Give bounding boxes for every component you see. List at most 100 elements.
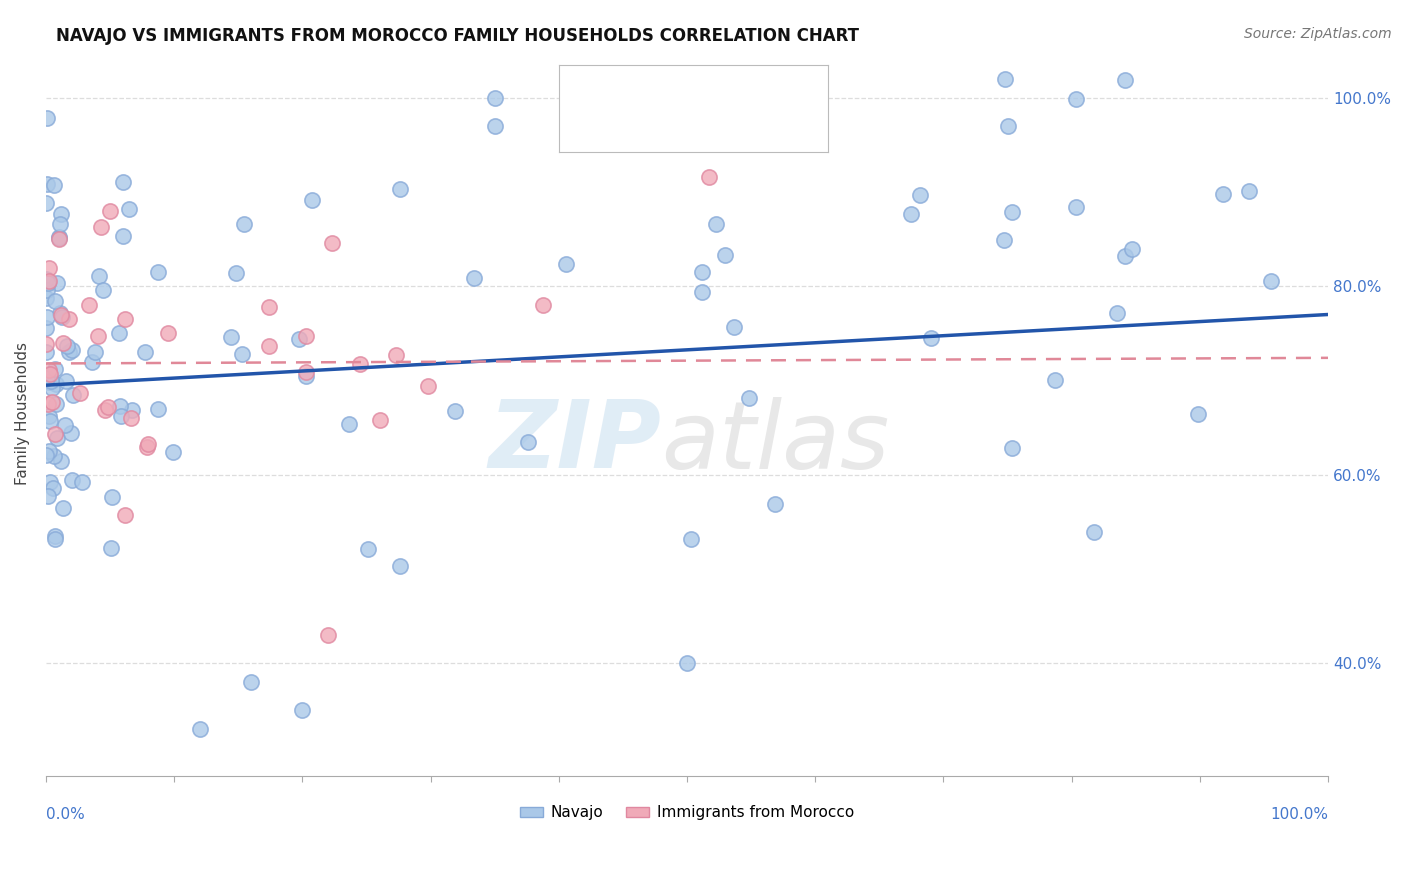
Point	[55, 375, 77, 389]
Point	[463, 271, 485, 285]
Point	[46, 431, 69, 445]
Point	[35, 291, 58, 305]
Point	[676, 656, 699, 670]
Point	[55, 339, 77, 353]
Point	[44, 293, 66, 308]
Point	[225, 266, 247, 280]
Point	[112, 229, 135, 244]
Text: N =  37: N = 37	[742, 120, 806, 135]
Text: R = 0.192: R = 0.192	[614, 90, 696, 105]
Point	[146, 401, 169, 416]
Point	[146, 265, 169, 279]
Point	[920, 331, 942, 345]
Point	[1114, 72, 1136, 87]
Point	[418, 378, 440, 392]
Point	[35, 310, 58, 324]
Point	[37, 397, 59, 411]
Point	[100, 541, 122, 556]
Point	[692, 285, 714, 300]
Point	[38, 274, 60, 288]
Point	[531, 298, 554, 312]
Point	[35, 272, 58, 286]
Point	[48, 230, 70, 244]
Text: ■: ■	[582, 118, 599, 136]
Point	[257, 339, 280, 353]
Point	[38, 444, 60, 458]
Point	[908, 188, 931, 202]
Point	[993, 233, 1015, 247]
Point	[1043, 372, 1066, 386]
Point	[49, 306, 72, 320]
Point	[1107, 306, 1129, 320]
Point	[114, 508, 136, 523]
Point	[35, 344, 58, 359]
Point	[704, 217, 727, 231]
Point	[388, 559, 411, 574]
Point	[39, 414, 62, 428]
Point	[51, 309, 73, 323]
Point	[35, 283, 58, 297]
Point	[765, 110, 787, 124]
Point	[121, 403, 143, 417]
Point	[38, 261, 60, 276]
Point	[41, 395, 63, 409]
Point	[1001, 441, 1024, 455]
Point	[49, 454, 72, 468]
Point	[997, 119, 1019, 133]
Point	[80, 355, 103, 369]
Point	[35, 177, 58, 191]
Point	[38, 375, 60, 389]
Point	[357, 541, 380, 556]
Text: ZIP: ZIP	[488, 396, 661, 489]
Text: NAVAJO VS IMMIGRANTS FROM MOROCCO FAMILY HOUSEHOLDS CORRELATION CHART: NAVAJO VS IMMIGRANTS FROM MOROCCO FAMILY…	[56, 27, 859, 45]
Text: 100.0%: 100.0%	[1270, 806, 1329, 822]
Point	[900, 207, 922, 221]
Point	[484, 120, 506, 134]
Point	[690, 264, 713, 278]
Point	[697, 169, 720, 184]
Point	[1237, 185, 1260, 199]
Point	[35, 448, 58, 462]
Point	[44, 529, 66, 543]
Point	[136, 437, 159, 451]
Point	[1064, 200, 1087, 214]
Point	[108, 399, 131, 413]
Point	[35, 196, 58, 211]
Point	[51, 310, 73, 324]
Text: N = 116: N = 116	[742, 90, 806, 105]
Point	[295, 365, 318, 379]
Point	[90, 220, 112, 235]
Point	[51, 207, 73, 221]
Point	[45, 377, 67, 392]
Y-axis label: Family Households: Family Households	[15, 342, 30, 485]
Point	[37, 276, 59, 290]
Point	[484, 91, 506, 105]
Point	[994, 72, 1017, 87]
Point	[723, 319, 745, 334]
Point	[45, 276, 67, 290]
Point	[53, 418, 76, 433]
Point	[58, 345, 80, 359]
Point	[134, 344, 156, 359]
Point	[233, 217, 256, 231]
Point	[87, 269, 110, 284]
Point	[48, 232, 70, 246]
Point	[38, 363, 60, 377]
Point	[219, 330, 242, 344]
Point	[259, 300, 281, 314]
Point	[1121, 242, 1143, 256]
Point	[740, 100, 762, 114]
Point	[368, 413, 391, 427]
Point	[48, 231, 70, 245]
Point	[110, 409, 132, 424]
Point	[765, 497, 787, 511]
Point	[62, 473, 84, 487]
Point	[101, 490, 124, 504]
Point	[1260, 275, 1282, 289]
Point	[1212, 186, 1234, 201]
Point	[35, 321, 58, 335]
Point	[58, 312, 80, 326]
Point	[39, 374, 62, 388]
Point	[388, 182, 411, 196]
Point	[240, 675, 263, 690]
